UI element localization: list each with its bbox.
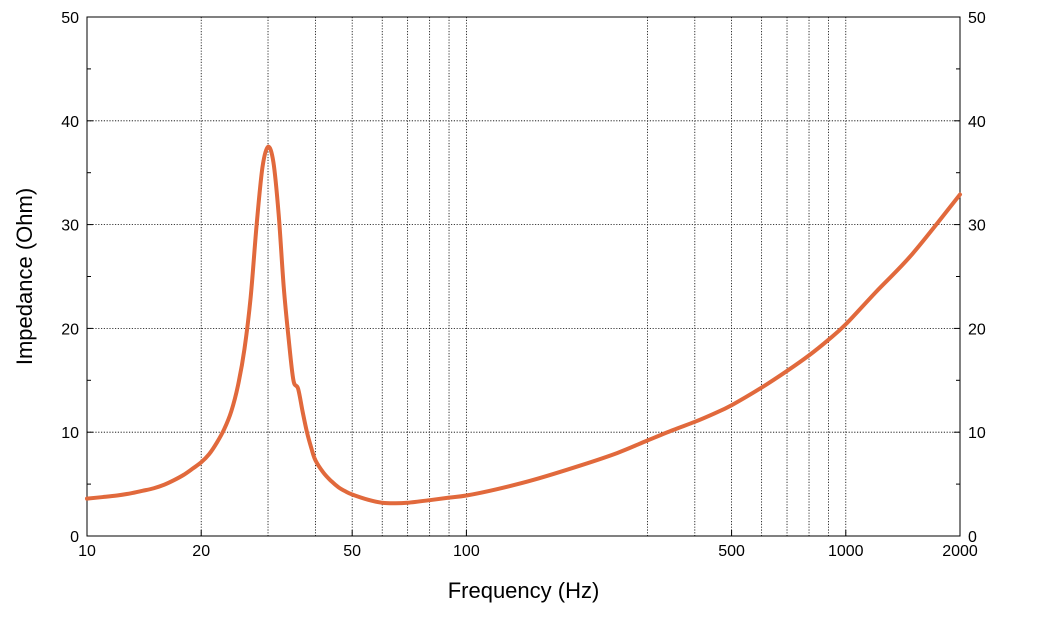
plot-frame	[86, 16, 961, 537]
y-tick-label-left: 40	[61, 114, 79, 131]
x-tick-label: 2000	[942, 543, 978, 560]
series-group	[85, 144, 962, 506]
y-tick-label-left: 10	[61, 425, 79, 442]
x-tick-label: 100	[453, 543, 480, 560]
x-tick-label: 20	[192, 543, 210, 560]
y-tick-label-left: 50	[61, 10, 79, 27]
x-tick-label: 50	[343, 543, 361, 560]
y-tick-label-left: 20	[61, 321, 79, 338]
y-tick-label-right: 40	[968, 114, 986, 131]
x-axis-title: Frequency (Hz)	[448, 578, 600, 603]
y-tick-label-right: 10	[968, 425, 986, 442]
x-tick-label: 10	[78, 543, 96, 560]
y-axis-title: Impedance (Ohm)	[12, 188, 37, 365]
y-tick-label-left: 0	[70, 529, 79, 546]
y-tick-label-right: 0	[968, 529, 977, 546]
x-tick-label: 1000	[828, 543, 864, 560]
axis-ticks	[86, 16, 961, 537]
y-tick-label-right: 50	[968, 10, 986, 27]
y-tick-label-right: 30	[968, 218, 986, 235]
x-tick-label: 500	[718, 543, 745, 560]
impedance-curve	[85, 144, 962, 506]
y-tick-label-right: 20	[968, 321, 986, 338]
grid-lines	[87, 17, 960, 536]
y-tick-label-left: 30	[61, 218, 79, 235]
